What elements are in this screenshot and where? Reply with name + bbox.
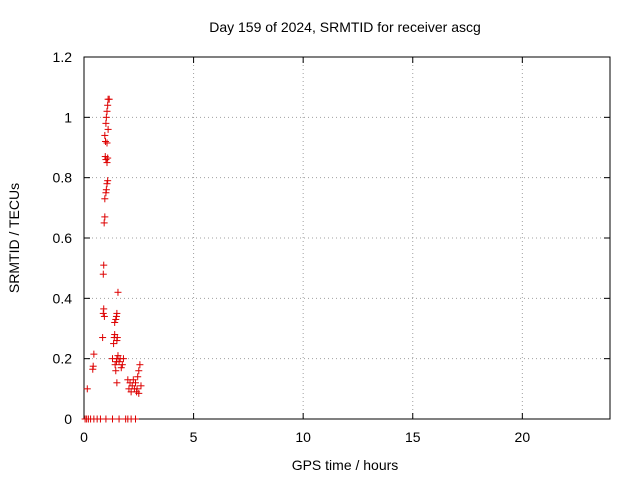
data-point [118, 361, 126, 369]
data-point [112, 315, 120, 323]
data-point [104, 177, 112, 185]
data-point [111, 361, 119, 369]
data-point [83, 385, 91, 393]
data-point [101, 195, 109, 203]
data-point [104, 101, 112, 109]
data-point [117, 364, 125, 372]
data-point [102, 415, 110, 423]
data-point [115, 358, 123, 366]
data-point [134, 373, 142, 381]
y-tick-labels: 0 0.2 0.4 0.6 0.8 1 1.2 [53, 49, 73, 427]
data-point [112, 367, 120, 375]
data-point [103, 180, 111, 188]
data-point [90, 350, 98, 358]
data-point [104, 154, 112, 162]
data-point [103, 159, 111, 167]
data-point [99, 270, 107, 278]
data-point [103, 139, 111, 147]
y-tick-label: 0 [64, 411, 72, 427]
data-point [132, 415, 140, 423]
chart-title: Day 159 of 2024, SRMTID for receiver asc… [209, 19, 481, 35]
y-tick-label: 0.4 [53, 290, 73, 306]
data-point [101, 213, 109, 221]
plot-frame [83, 56, 611, 420]
y-tick-label: 0.8 [53, 170, 73, 186]
data-point [102, 119, 110, 127]
y-tick-label: 0.6 [53, 230, 73, 246]
y-axis-label: SRMTID / TECUs [6, 183, 22, 293]
data-point [108, 415, 116, 423]
data-point [102, 156, 110, 164]
data-point [137, 382, 145, 390]
x-tick-label: 15 [405, 429, 421, 445]
data-point [136, 361, 144, 369]
data-point [135, 367, 143, 375]
data-point [110, 340, 118, 348]
data-point [104, 125, 112, 133]
data-point [133, 385, 141, 393]
axis-ticks [83, 56, 610, 420]
data-points [81, 95, 145, 423]
y-tick-label: 1 [64, 109, 72, 125]
x-tick-label: 20 [515, 429, 531, 445]
data-point [105, 95, 113, 103]
data-point [102, 113, 110, 121]
x-tick-label: 5 [190, 429, 198, 445]
data-point [113, 334, 121, 342]
data-point [102, 186, 110, 194]
y-tick-label: 1.2 [53, 49, 73, 65]
data-point [100, 261, 108, 269]
data-point [119, 355, 127, 363]
data-point [103, 107, 111, 115]
data-point [101, 131, 109, 139]
data-point [114, 288, 122, 296]
data-point [99, 334, 107, 342]
x-tick-label: 10 [295, 429, 311, 445]
x-tick-labels: 0 5 10 15 20 [80, 429, 530, 445]
data-point [111, 318, 119, 326]
data-point [100, 312, 108, 320]
data-point [115, 415, 123, 423]
data-point [113, 309, 121, 317]
data-point [135, 389, 143, 397]
x-axis-label: GPS time / hours [292, 457, 399, 473]
data-point [100, 305, 108, 313]
y-tick-label: 0.2 [53, 351, 73, 367]
data-point [113, 379, 121, 387]
grid-lines [84, 57, 610, 419]
data-point [101, 137, 109, 145]
data-point [89, 362, 97, 370]
data-point [132, 379, 140, 387]
data-point [100, 219, 108, 227]
x-tick-label: 0 [80, 429, 88, 445]
